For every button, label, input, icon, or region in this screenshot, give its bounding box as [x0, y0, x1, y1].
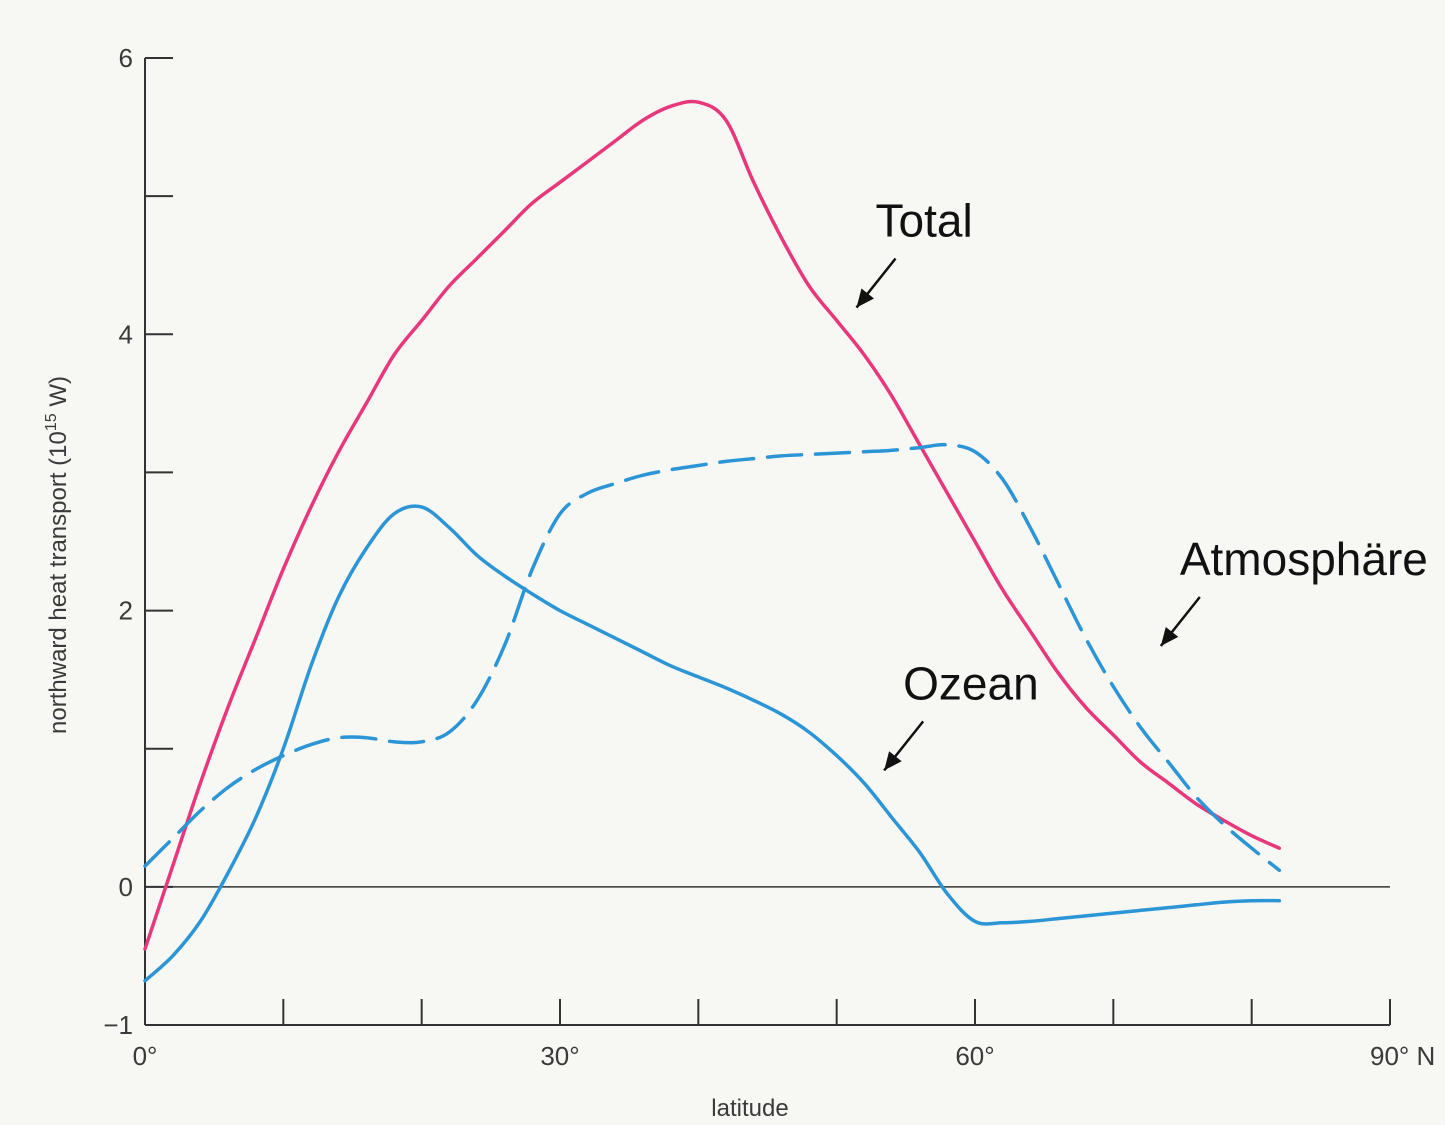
annotation-label-atmosphäre: Atmosphäre — [1180, 533, 1428, 585]
series-line-atmosphäre — [143, 442, 1282, 873]
annotation-arrow-head — [884, 751, 902, 771]
x-tick-label: 90° N — [1370, 1041, 1435, 1071]
x-axis-title: latitude — [711, 1095, 788, 1122]
annotation-label-ozean: Ozean — [903, 657, 1039, 709]
series-line-ozean — [143, 504, 1282, 983]
x-tick-label: 30° — [540, 1041, 579, 1071]
series-line-total — [143, 99, 1282, 951]
annotation-label-total: Total — [876, 195, 973, 247]
axes: 6 4 2 0 −10° 30° 60° 90° N — [103, 43, 1435, 1071]
x-tick-label: 0° — [133, 1041, 158, 1071]
y-axis-title: northward heat transport (1015 W) — [43, 376, 72, 734]
y-tick-label: 2 — [119, 596, 133, 626]
annotation-layer: Total Atmosphäre Ozean — [855, 195, 1428, 772]
x-tick-label: 60° — [955, 1041, 994, 1071]
y-tick-label: 0 — [119, 872, 133, 902]
annotation-arrow-head — [1160, 626, 1179, 647]
y-tick-label: 4 — [119, 319, 133, 349]
y-tick-label: −1 — [103, 1010, 133, 1040]
series-layer — [143, 99, 1282, 983]
y-tick-label: 6 — [119, 43, 133, 73]
annotation-arrow-head — [856, 288, 874, 308]
